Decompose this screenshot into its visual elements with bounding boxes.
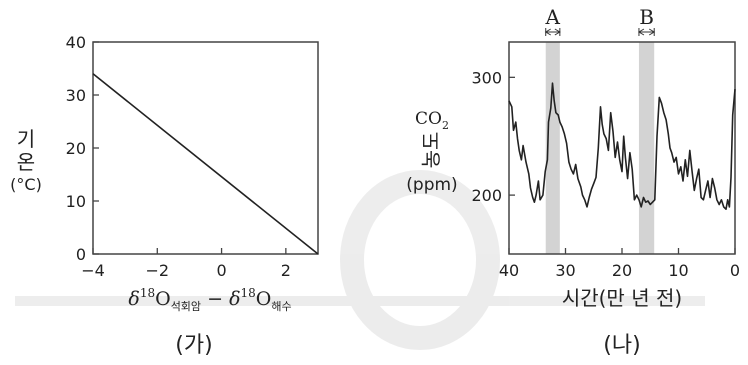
na-ytick-labels: 200 300 — [471, 68, 502, 205]
ga-xtick-label: −2 — [145, 261, 169, 280]
na-ylabel-line2: 농도 — [419, 132, 443, 169]
ga-series — [92, 73, 319, 255]
ga-ylabel-line1: 기 — [17, 127, 35, 151]
ga-xtick-label: −4 — [81, 261, 105, 280]
ga-xtick-label: 2 — [281, 261, 291, 280]
ga-panel-label: (가) — [175, 333, 212, 358]
ga-ytick-label: 40 — [66, 33, 86, 52]
na-series — [508, 82, 736, 210]
watermark — [15, 170, 705, 350]
band-a-arrow-left — [544, 28, 551, 36]
ga-ylabel-unit: (°C) — [10, 175, 42, 194]
na-ytick-label: 200 — [471, 186, 502, 205]
band-b-label: B — [639, 5, 654, 29]
ga-xtick-labels: −4 −2 0 2 — [81, 261, 291, 280]
ga-xtick-label: 0 — [216, 261, 226, 280]
ga-ylabel-line2: 온 — [17, 150, 35, 174]
na-panel-label: (나) — [603, 333, 640, 358]
na-series-line — [508, 82, 736, 210]
na-xtick-label: 20 — [612, 261, 632, 280]
na-axis-ticks — [508, 76, 736, 254]
ga-xlabel: δ18O석회암 − δ18O해수 — [128, 286, 291, 313]
band-a — [545, 42, 560, 254]
na-xtick-label: 0 — [730, 261, 740, 280]
ga-ytick-label: 20 — [66, 139, 86, 158]
na-ytick-label: 300 — [471, 68, 502, 87]
na-xtick-label: 30 — [555, 261, 575, 280]
band-b-arrow-left — [637, 28, 645, 36]
na-xtick-labels: 40 30 20 10 0 — [499, 261, 740, 280]
ga-ytick-label: 30 — [66, 86, 86, 105]
ga-series-line — [92, 73, 319, 255]
ga-ytick-label: 10 — [66, 192, 86, 211]
ga-ytick-labels: 0 10 20 30 40 — [66, 33, 86, 264]
ga-axis-ticks — [92, 41, 287, 255]
na-plot-frame — [508, 41, 736, 255]
na-xtick-label: 10 — [668, 261, 688, 280]
ga-plot-frame — [92, 41, 319, 255]
na-xlabel: 시간(만 년 전) — [562, 286, 682, 310]
band-b — [638, 42, 655, 254]
na-ylabel-name: CO2 — [415, 109, 449, 132]
na-xtick-label: 40 — [499, 261, 519, 280]
panel-ga: 0 10 20 30 40 −4 −2 0 2 기 온 (°C) δ18O석회암 − δ18O… — [10, 33, 319, 358]
band-a-label: A — [545, 5, 561, 29]
na-ylabel-unit: (ppm) — [406, 175, 457, 195]
ga-ytick-label: 0 — [76, 245, 86, 264]
band-b-arrow-right — [648, 28, 656, 36]
band-a-arrow-right — [554, 28, 561, 36]
